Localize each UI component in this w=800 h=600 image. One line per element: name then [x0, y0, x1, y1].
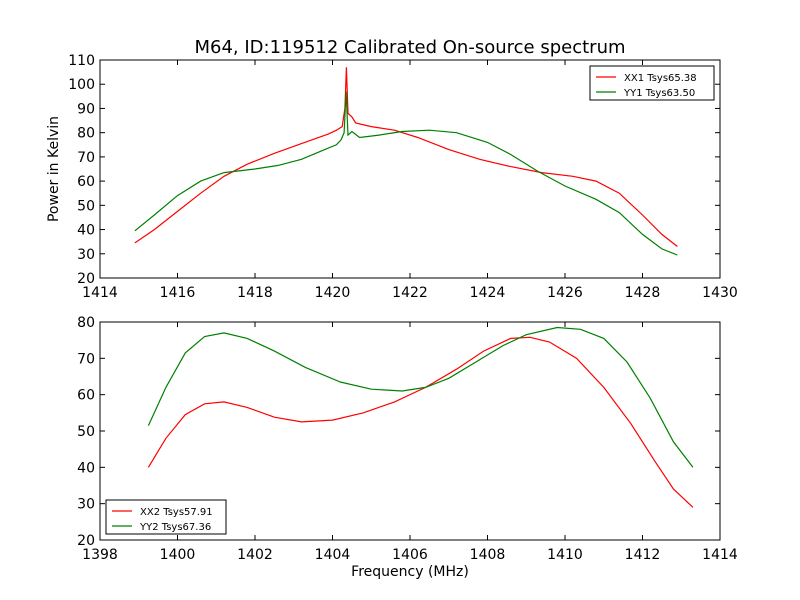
legend-entry: XX2 Tsys57.91 — [140, 507, 213, 518]
x-tick-label: 1422 — [392, 285, 428, 301]
y-tick-label: 20 — [77, 271, 95, 287]
x-tick-label: 1398 — [82, 547, 118, 563]
panel-1: 1414 1416 1418 1420 1422 1424 1426 1428 1430 20 30… — [46, 53, 738, 301]
x-tick-label: 1406 — [392, 547, 428, 563]
x-tick-label: 1410 — [547, 547, 583, 563]
x-tick-label: 1412 — [625, 547, 661, 563]
x-tick-label: 1404 — [315, 547, 351, 563]
x-tick-label: 1400 — [160, 547, 196, 563]
legend-entry: YY1 Tsys63.50 — [623, 88, 695, 99]
y-tick-label: 30 — [77, 247, 95, 263]
x-tick-label: 1416 — [160, 285, 196, 301]
chart-title: M64, ID:119512 Calibrated On-source spec… — [194, 37, 625, 58]
x-tick-label: 1408 — [470, 547, 506, 563]
y-tick-label: 70 — [77, 150, 95, 166]
y-tick-label: 40 — [77, 223, 95, 239]
series-line-1-2 — [134, 91, 678, 256]
legend-box — [589, 65, 715, 101]
y-tick-label: 80 — [77, 126, 95, 142]
y-tick-label: 60 — [77, 174, 95, 190]
series-line-1-1 — [134, 67, 678, 247]
legend-entry: XX1 Tsys65.38 — [624, 73, 697, 84]
y-tick-label: 80 — [77, 315, 95, 331]
y-tick-label: 90 — [77, 101, 95, 117]
y-tick-label: 70 — [77, 351, 95, 367]
y-tick-label: 100 — [68, 77, 95, 93]
x-tick-label: 1428 — [625, 285, 661, 301]
legend-entry: YY2 Tsys67.36 — [139, 522, 211, 533]
legend: XX2 Tsys57.91 YY2 Tsys67.36 — [105, 499, 227, 535]
series-line-2-2 — [147, 326, 694, 468]
x-tick-label: 1420 — [315, 285, 351, 301]
x-tick-label: 1418 — [237, 285, 273, 301]
y-tick-label: 110 — [68, 53, 95, 69]
x-tick-label: 1424 — [470, 285, 506, 301]
x-tick-label: 1402 — [237, 547, 273, 563]
y-axis-label: Power in Kelvin — [46, 116, 62, 222]
series-line-2-1 — [147, 336, 694, 508]
x-tick-label: 1414 — [82, 285, 118, 301]
y-tick-label: 60 — [77, 388, 95, 404]
legend: XX1 Tsys65.38 YY1 Tsys63.50 — [589, 65, 715, 101]
y-tick-label: 20 — [77, 533, 95, 549]
x-tick-label: 1414 — [702, 547, 738, 563]
panel-2: 1398 1400 1402 1404 1406 1408 1410 1412 1414 20 30… — [77, 315, 738, 580]
y-tick-label: 40 — [77, 460, 95, 476]
legend-box — [105, 499, 227, 535]
y-tick-label: 50 — [77, 198, 95, 214]
x-axis-label: Frequency (MHz) — [351, 564, 469, 580]
x-tick-label: 1426 — [547, 285, 583, 301]
y-tick-label: 50 — [77, 424, 95, 440]
y-tick-label: 30 — [77, 497, 95, 513]
x-tick-label: 1430 — [702, 285, 738, 301]
